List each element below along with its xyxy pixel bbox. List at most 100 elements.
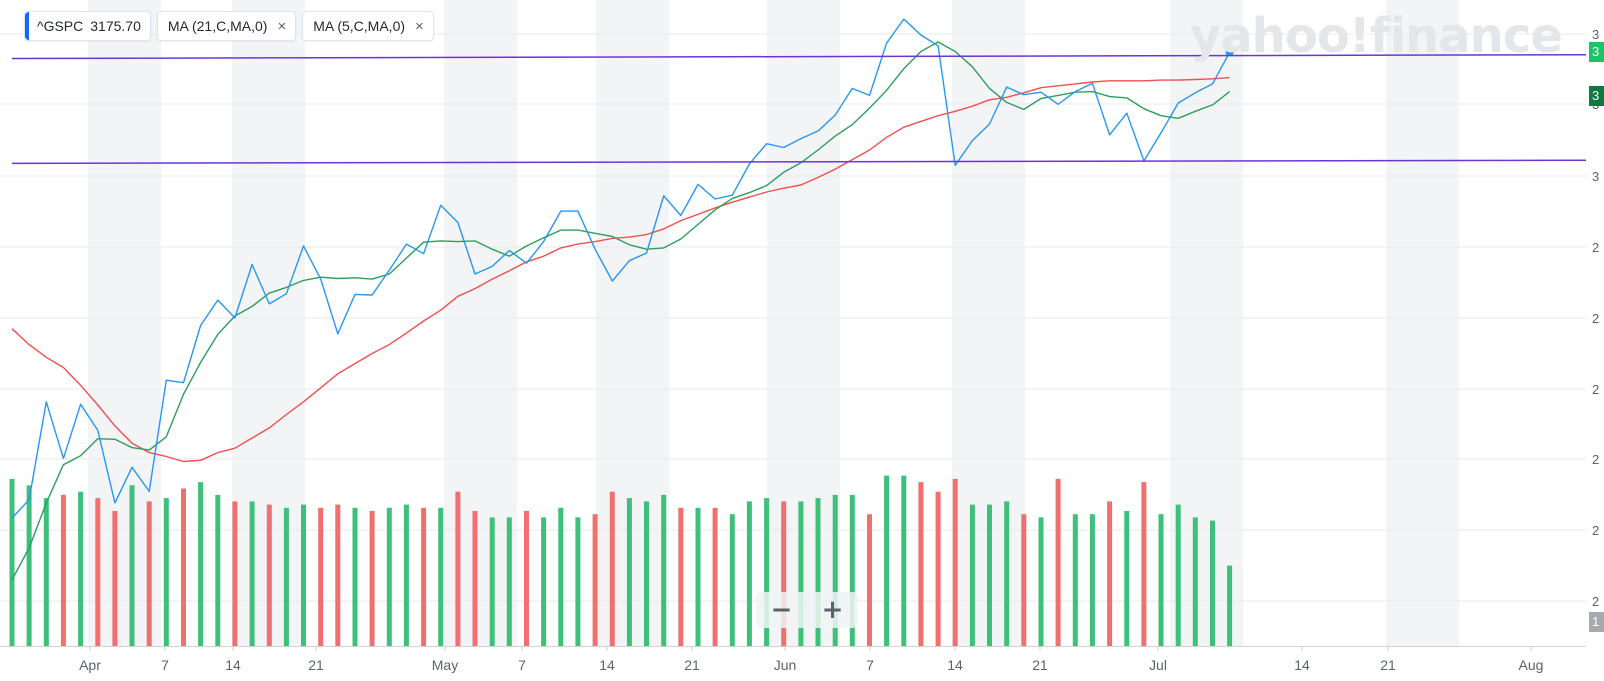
volume-bar: [815, 498, 821, 646]
grid-band: [1386, 0, 1459, 646]
volume-bar: [1158, 514, 1164, 646]
trendlines[interactable]: [11, 53, 1587, 165]
y-axis-badge: 3: [1589, 42, 1604, 62]
lower-trendline[interactable]: [11, 159, 1587, 165]
volume-bar: [163, 498, 169, 646]
volume-bar: [764, 498, 770, 646]
x-tick-label: 21: [308, 657, 324, 673]
volume-bar: [198, 482, 204, 646]
volume-bar: [352, 507, 358, 646]
volume-bar: [283, 507, 289, 646]
volume-bar: [987, 504, 992, 646]
y-tick-label: 2: [1592, 452, 1599, 467]
y-axis: 333222222: [1592, 27, 1599, 609]
volume-bar: [1055, 478, 1061, 646]
volume-bar: [1072, 514, 1078, 646]
x-tick-label: 21: [1380, 657, 1396, 673]
volume-bar: [438, 507, 444, 646]
volume-bar: [129, 485, 135, 646]
volume-bar: [1021, 514, 1027, 646]
x-tick-label: 7: [518, 657, 526, 673]
volume-bar: [232, 501, 238, 646]
legend-ma-slow-label: MA (21,C,MA,0): [167, 18, 268, 34]
grid-band: [767, 0, 840, 646]
volume-bar: [832, 494, 838, 646]
legend-ma-fast-label: MA (5,C,MA,0): [313, 18, 406, 34]
x-tick-label: 21: [684, 657, 700, 673]
volume-bar: [695, 507, 701, 646]
volume-bar: [1004, 501, 1010, 646]
volume-bar: [781, 501, 787, 646]
volume-bar: [541, 517, 547, 646]
volume-bar: [1192, 517, 1198, 646]
volume-bar: [26, 485, 32, 646]
volume-bar: [849, 494, 855, 646]
volume-bar: [1227, 565, 1233, 646]
x-tick-label: 14: [599, 657, 615, 673]
series-line-ma-21-c-ma-0: [11, 76, 1230, 463]
zoom-controls: − +: [756, 592, 858, 628]
volume-bar: [1038, 517, 1044, 646]
volume-bar: [918, 482, 924, 646]
volume-bar: [729, 514, 735, 646]
volume-bar: [901, 475, 907, 646]
legend-symbol: ^GSPC: [37, 18, 84, 34]
series-line-gspc: [11, 18, 1231, 519]
volume-bar: [609, 491, 615, 646]
y-tick-label: 3: [1592, 169, 1599, 184]
upper-trendline[interactable]: [11, 53, 1587, 60]
volume-bar: [95, 498, 101, 646]
y-tick-label: 2: [1592, 311, 1599, 326]
x-tick-label: 7: [866, 657, 874, 673]
volume-bar: [678, 507, 684, 646]
zoom-out-button[interactable]: −: [770, 595, 793, 625]
volume-bar: [146, 501, 152, 646]
volume-bar: [712, 507, 718, 646]
volume-bar: [746, 501, 752, 646]
y-tick-label: 2: [1592, 382, 1599, 397]
y-axis-badge: 1: [1589, 612, 1604, 632]
grid-band: [444, 0, 517, 646]
y-axis-badge: 3: [1589, 86, 1604, 106]
x-tick-label: May: [432, 657, 458, 673]
legend-symbol-pill[interactable]: ^GSPC 3175.70: [24, 11, 151, 41]
volume-bar: [43, 498, 49, 646]
y-tick-label: 2: [1592, 523, 1599, 538]
close-icon[interactable]: ×: [415, 17, 424, 35]
x-tick-label: 7: [161, 657, 169, 673]
volume-bar: [1175, 504, 1181, 646]
x-tick-label: 14: [225, 657, 241, 673]
volume-bar: [301, 504, 306, 646]
volume-bar: [592, 514, 598, 646]
zoom-in-button[interactable]: +: [821, 595, 844, 625]
series-lines: [11, 18, 1234, 581]
series-line-ma-5-c-ma-0: [11, 41, 1231, 581]
x-tick-label: Apr: [79, 657, 101, 673]
volume-bar: [935, 491, 941, 646]
volume-bar: [60, 494, 66, 646]
close-icon[interactable]: ×: [277, 17, 287, 35]
volume-bar: [575, 517, 581, 646]
volume-bars: [9, 475, 1233, 646]
legend-ma-slow-pill[interactable]: MA (21,C,MA,0) ×: [156, 11, 297, 41]
volume-bar: [1124, 511, 1130, 646]
volume-bar: [318, 507, 324, 646]
volume-bar: [472, 511, 478, 646]
x-axis: Apr 7 14 21 May 7 14 21 Jun 7 14 21 Jul 14 21 Aug: [0, 646, 1586, 673]
volume-bar: [524, 511, 529, 646]
grid-band: [596, 0, 669, 646]
volume-bar: [1210, 520, 1215, 646]
volume-bar: [489, 517, 495, 646]
volume-bar: [112, 511, 118, 646]
grid-band: [1170, 0, 1243, 646]
volume-bar: [884, 475, 890, 646]
legend-ma-fast-pill[interactable]: MA (5,C,MA,0) ×: [302, 11, 434, 41]
volume-bar: [78, 491, 84, 646]
x-tick-label: 21: [1032, 657, 1048, 673]
chart-legend: ^GSPC 3175.70 MA (21,C,MA,0) × MA (5,C,M…: [24, 11, 434, 41]
volume-bar: [386, 507, 392, 646]
volume-bar: [626, 498, 632, 646]
yahoo-finance-watermark: yahoo!finance: [1190, 8, 1563, 64]
